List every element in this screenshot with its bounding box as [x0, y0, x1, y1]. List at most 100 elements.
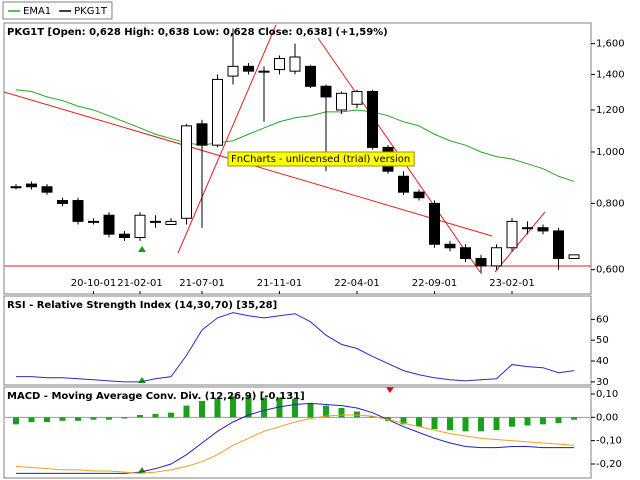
candle-body	[537, 227, 549, 232]
panel-title: PKG1T [Open: 0,628 High: 0,638 Low: 0,62…	[7, 27, 388, 38]
bar	[168, 412, 174, 418]
y-tick-label: 1,400	[596, 69, 625, 80]
buy-marker	[138, 246, 146, 252]
candle-body	[475, 257, 487, 267]
bar	[493, 417, 500, 431]
candle-body	[103, 214, 115, 235]
annotation-box	[227, 151, 415, 167]
candle-body	[57, 200, 68, 204]
candle-body	[150, 220, 161, 223]
y-tick-label: 1,000	[596, 147, 625, 158]
bar	[183, 405, 190, 418]
candle-body	[212, 78, 223, 146]
legend-box	[2, 1, 113, 20]
candle-body	[491, 247, 502, 267]
bar	[199, 401, 205, 418]
candle-body	[351, 91, 363, 105]
candle-body	[72, 200, 84, 222]
panel-frame	[3, 386, 592, 479]
x-tick-label: 21-07-01	[179, 278, 224, 289]
bar	[307, 403, 314, 418]
sell-marker	[386, 387, 394, 393]
bar	[214, 398, 221, 418]
candle-body	[181, 125, 192, 219]
bar	[416, 417, 422, 427]
bar	[13, 417, 19, 425]
bar	[447, 417, 453, 431]
panel-frame	[3, 22, 592, 295]
plot	[16, 312, 575, 383]
bar	[44, 417, 50, 422]
x-tick-label: 22-04-01	[334, 278, 379, 289]
candle-body	[10, 186, 22, 189]
bar	[75, 417, 81, 421]
plot	[10, 28, 580, 274]
candle-body	[243, 65, 254, 72]
bar	[90, 417, 97, 420]
x-tick-label: 21-02-01	[117, 278, 162, 289]
bar	[323, 405, 329, 418]
candle-body	[522, 227, 533, 230]
line-series	[16, 312, 575, 383]
bar	[524, 417, 531, 426]
line-series	[16, 402, 574, 474]
candle-body	[413, 191, 425, 199]
x-tick-label: 22-09-01	[412, 278, 457, 289]
candle-body	[134, 214, 146, 239]
bar	[555, 417, 562, 424]
bar	[478, 417, 484, 432]
candle-body	[336, 92, 347, 111]
candle-body	[88, 220, 99, 223]
y-tick-label: 1,600	[596, 39, 625, 50]
bar	[121, 417, 128, 419]
y-tick-label: 1,200	[596, 105, 625, 116]
bar	[431, 417, 438, 429]
y-tick-label: 60	[596, 314, 609, 325]
y-tick-label: 40	[596, 356, 609, 367]
bar	[230, 396, 236, 418]
bar	[385, 417, 391, 421]
candle-body	[165, 220, 177, 226]
y-tick-label: -0,20	[596, 459, 622, 470]
bar	[540, 417, 546, 425]
candle-body	[258, 70, 270, 73]
bar	[354, 411, 360, 418]
y-tick-label: 0,800	[596, 198, 625, 209]
candle-body	[367, 91, 378, 148]
bar	[292, 398, 298, 418]
line-series	[15, 89, 575, 182]
candle-body	[460, 247, 471, 259]
candle-body	[568, 254, 580, 259]
x-tick-label: 21-11-01	[257, 278, 302, 289]
bar	[571, 417, 577, 420]
x-tick-label: 23-02-01	[489, 278, 534, 289]
candle-body	[398, 175, 409, 193]
bar	[400, 417, 407, 425]
candle-body	[274, 58, 285, 71]
candle-body	[289, 56, 301, 72]
bar	[152, 413, 159, 418]
candle-body	[429, 202, 440, 245]
bar	[261, 397, 267, 418]
bar	[28, 417, 35, 422]
candle-body	[119, 233, 130, 239]
bar	[106, 417, 112, 420]
candle-body	[196, 123, 208, 146]
legend-label: EMA1	[23, 6, 51, 17]
line-series	[15, 414, 575, 474]
annotation: FnCharts - unlicensed (trial) version	[231, 154, 410, 165]
candle-body	[320, 85, 332, 98]
candle-body	[41, 186, 53, 193]
bar	[59, 417, 66, 421]
trend-line	[177, 24, 277, 254]
y-tick-label: -0,10	[596, 436, 622, 447]
bar	[276, 397, 283, 418]
panel-title: MACD - Moving Average Conv. Div. (12,26,…	[7, 391, 305, 402]
candle-body	[506, 220, 518, 249]
bar	[369, 416, 376, 418]
candle-body	[26, 183, 37, 188]
y-tick-label: 50	[596, 335, 609, 346]
bar	[462, 417, 469, 432]
bar	[137, 415, 143, 418]
